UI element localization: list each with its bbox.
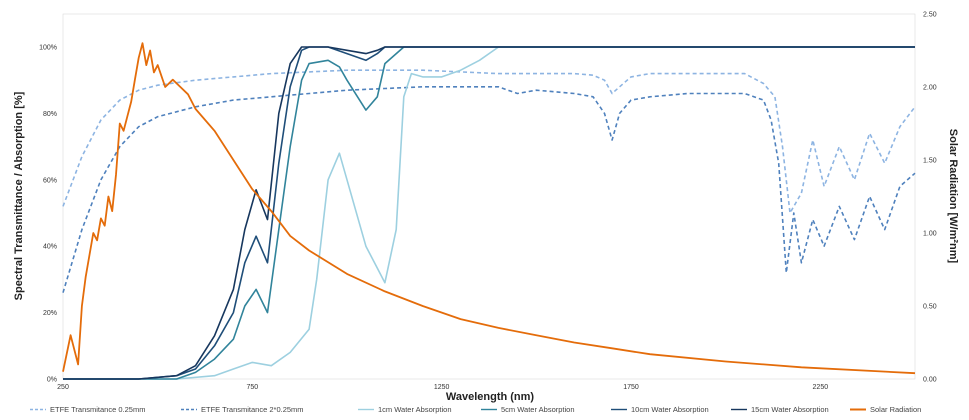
y-tick-label: 0% [47,377,57,384]
x-tick-label: 2250 [813,384,829,391]
series-line-7 [62,42,916,375]
y2-tick-label: 1.00 [923,231,937,238]
legend-label: 15cm Water Absorption [751,405,829,414]
y-tick-label: 60% [43,177,57,184]
x-tick-label: 250 [57,384,69,391]
legend-label: ETFE Transmitance 2*0.25mm [201,405,304,414]
legend-label: 1cm Water Absorption [378,405,452,414]
legend-label: 10cm Water Absorption [631,405,709,414]
y2-tick-label: 0.50 [923,304,937,311]
y-tick-label: 80% [43,111,57,118]
series-line-4 [63,46,915,380]
y2-tick-label: 0.00 [923,377,937,384]
plot-area [62,13,916,380]
series-line-6 [63,46,915,380]
x-tick-label: 750 [246,384,258,391]
y-tick-label: 20% [43,310,57,317]
x-tick-label: 1250 [434,384,450,391]
y-tick-label: 40% [43,244,57,251]
legend-label: 5cm Water Absorption [501,405,575,414]
y2-tick-label: 1.50 [923,158,937,165]
y-axis-title: Spectral Transmittance / Absorption [%] [13,91,25,300]
y-tick-label: 100% [39,45,57,52]
legend: ETFE Transmitance 0.25mm ETFE Transmitanc… [30,405,921,414]
series-layer [62,42,916,380]
y2-tick-label: 2.00 [923,85,937,92]
x-tick-label: 1750 [623,384,639,391]
y2-axis-title: Solar Radiation [W/m²nm] [947,129,959,264]
series-line-2 [62,86,916,293]
series-line-3 [63,46,915,380]
legend-label: ETFE Transmitance 0.25mm [50,405,145,414]
x-axis-title: Wavelength (nm) [446,391,535,403]
legend-label: Solar Radiation [870,405,921,414]
axis-layer: 250 750 1250 1750 2250 0% 20% 40% 60% 80% 100% 0.00… [39,12,937,392]
series-line-5 [63,46,915,380]
series-line-1 [62,69,916,214]
y2-tick-label: 2.50 [923,12,937,19]
